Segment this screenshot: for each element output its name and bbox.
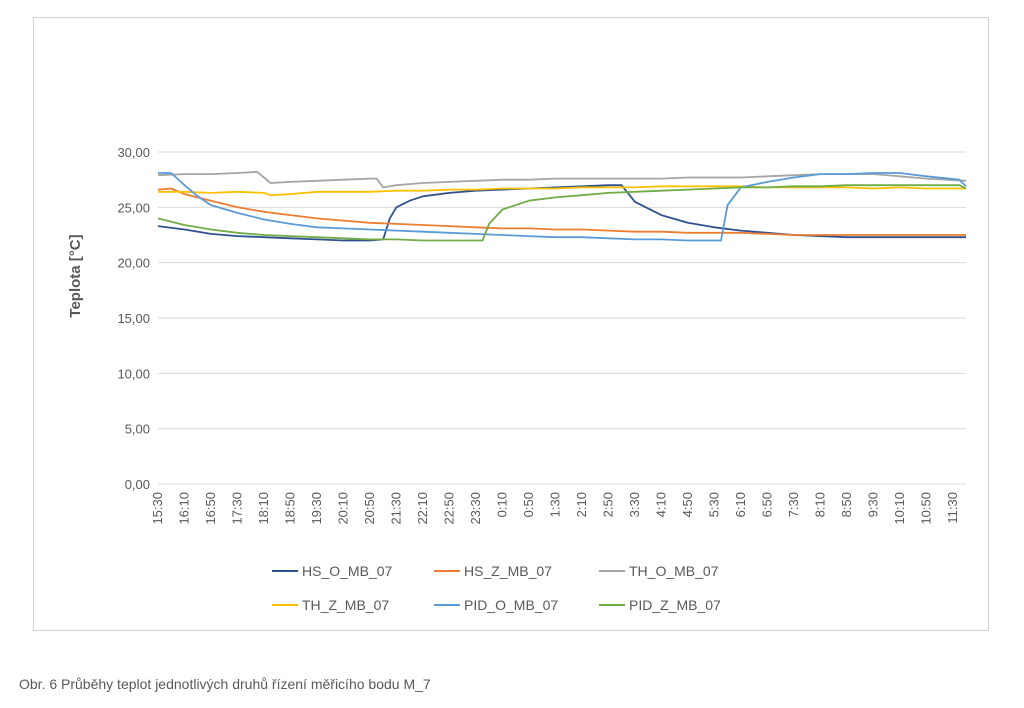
x-tick-label: 16:10: [176, 492, 191, 525]
x-tick-label: 11:30: [945, 492, 960, 524]
legend-item: HS_Z_MB_07: [434, 563, 552, 579]
x-tick-label: 8:50: [839, 492, 854, 517]
gridlines: [158, 151, 966, 485]
x-tick-label: 22:50: [441, 492, 456, 525]
x-tick-label: 17:30: [229, 492, 244, 525]
legend-label: TH_Z_MB_07: [302, 597, 389, 613]
x-tick-label: 21:30: [388, 492, 403, 525]
legend-label: PID_Z_MB_07: [629, 597, 721, 613]
x-tick-label: 22:10: [415, 492, 430, 525]
x-tick-label: 23:30: [468, 492, 483, 525]
x-tick-label: 18:10: [256, 492, 271, 525]
y-axis-ticks: 0,00 5,00 10,00 15,00 20,00 25,00 30,00: [117, 145, 150, 492]
x-axis-ticks: 15:30 16:10 16:50 17:30 18:10 18:50 19:30 20:10…: [150, 492, 960, 525]
legend-label: HS_Z_MB_07: [464, 563, 552, 579]
legend-label: HS_O_MB_07: [302, 563, 392, 579]
x-tick-label: 1:30: [547, 492, 562, 517]
x-tick-label: 0:50: [521, 492, 536, 517]
series-line-pid-z-mb-07: [157, 184, 967, 242]
series-line-th-z-mb-07: [158, 185, 966, 197]
x-tick-label: 6:50: [759, 492, 774, 517]
y-tick-label: 10,00: [117, 366, 150, 381]
x-tick-label: 20:10: [335, 492, 350, 525]
x-tick-label: 0:10: [494, 492, 509, 517]
legend-label: PID_O_MB_07: [464, 597, 558, 613]
x-tick-label: 15:30: [150, 492, 165, 525]
legend-item: TH_Z_MB_07: [272, 597, 389, 613]
x-tick-label: 18:50: [282, 492, 297, 525]
x-tick-label: 19:30: [309, 492, 324, 525]
x-tick-label: 4:10: [653, 492, 668, 517]
series-lines: [157, 170, 967, 242]
legend-item: TH_O_MB_07: [599, 563, 719, 579]
legend-item: HS_O_MB_07: [272, 563, 392, 579]
y-tick-label: 25,00: [117, 200, 150, 215]
figure-caption: Obr. 6 Průběhy teplot jednotlivých druhů…: [19, 676, 431, 692]
y-axis-title: Teplota [°C]: [67, 234, 84, 317]
x-tick-label: 5:30: [706, 492, 721, 517]
x-tick-label: 7:30: [786, 492, 801, 517]
x-tick-label: 10:50: [918, 492, 933, 525]
legend: HS_O_MB_07 HS_Z_MB_07 TH_O_MB_07 TH_Z_MB_07…: [272, 563, 721, 613]
x-tick-label: 8:10: [812, 492, 827, 517]
legend-label: TH_O_MB_07: [629, 563, 719, 579]
y-tick-label: 5,00: [125, 422, 150, 437]
x-tick-label: 3:30: [627, 492, 642, 517]
series-line-th-o-mb-07: [157, 170, 967, 189]
legend-item: PID_O_MB_07: [434, 597, 558, 613]
x-tick-label: 6:10: [733, 492, 748, 517]
x-tick-label: 16:50: [203, 492, 218, 525]
x-tick-label: 2:50: [600, 492, 615, 517]
series-line-hs-z-mb-07: [157, 187, 966, 236]
x-tick-label: 10:10: [892, 492, 907, 525]
x-tick-label: 2:10: [574, 492, 589, 517]
y-tick-label: 0,00: [125, 477, 150, 492]
series-line-pid-o-mb-07: [158, 172, 967, 242]
x-tick-label: 4:50: [680, 492, 695, 517]
chart-frame: 0,00 5,00 10,00 15,00 20,00 25,00 30,00 15:30 1…: [33, 17, 989, 631]
legend-item: PID_Z_MB_07: [599, 597, 721, 613]
x-tick-label: 20:50: [362, 492, 377, 525]
y-tick-label: 15,00: [117, 311, 150, 326]
y-tick-label: 30,00: [117, 145, 150, 160]
x-tick-label: 9:30: [865, 492, 880, 517]
y-tick-label: 20,00: [117, 256, 150, 271]
